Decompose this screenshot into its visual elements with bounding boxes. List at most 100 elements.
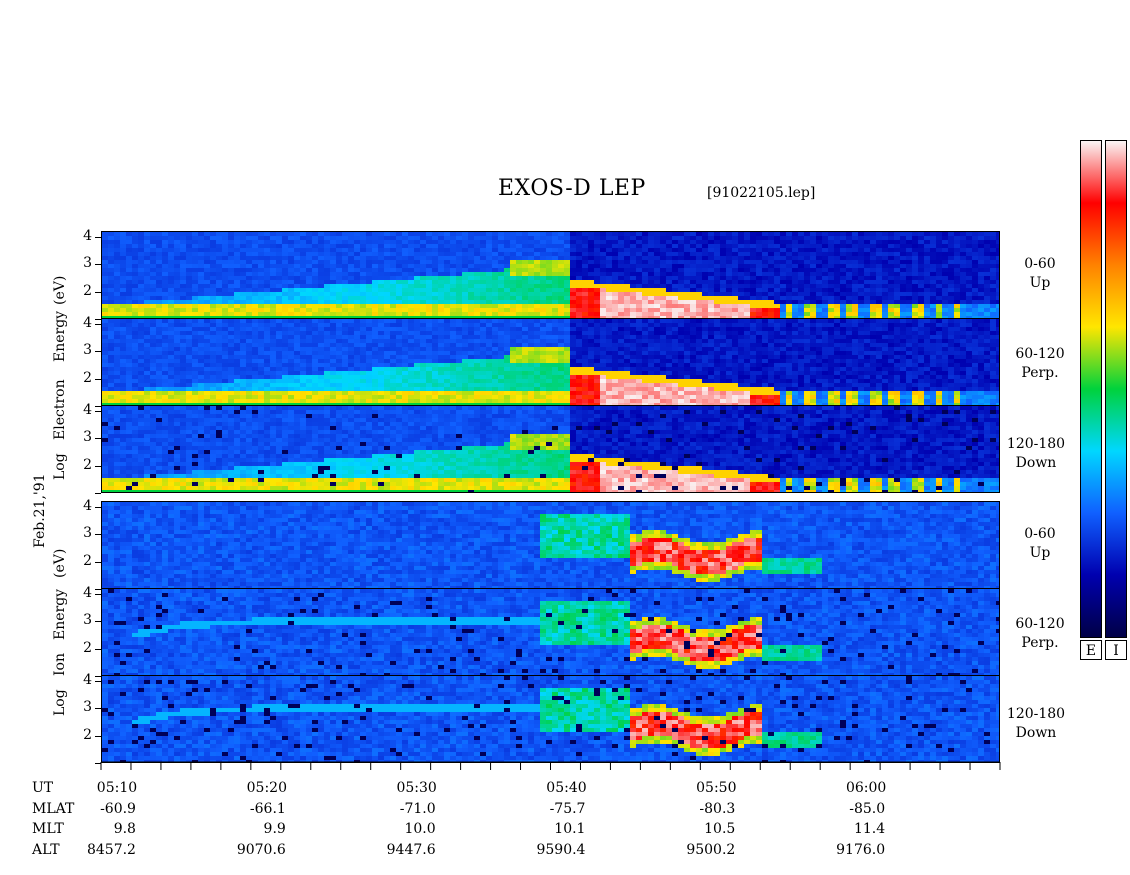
- spectrogram-cell: [378, 232, 384, 236]
- spectrogram-cell: [534, 387, 540, 391]
- spectrogram-cell: [408, 252, 414, 256]
- spectrogram-cell: [516, 363, 522, 367]
- spectrogram-cell: [192, 272, 198, 276]
- spectrogram-cell: [192, 371, 198, 375]
- spectrogram-cell: [606, 248, 612, 252]
- spectrogram-cell: [270, 240, 276, 244]
- spectrogram-cell: [366, 260, 372, 264]
- spectrogram-cell: [876, 256, 882, 260]
- spectrogram-cell: [408, 339, 414, 343]
- spectrogram-cell: [582, 312, 588, 316]
- spectrogram-cell: [186, 399, 192, 403]
- spectrogram-cell: [522, 363, 528, 367]
- spectrogram-cell: [480, 323, 486, 327]
- spectrogram-cell: [618, 316, 624, 318]
- spectrogram-cell: [270, 260, 276, 264]
- spectrogram-cell: [702, 232, 708, 236]
- spectrogram-cell: [306, 232, 312, 236]
- spectrogram-cell: [744, 244, 750, 248]
- spectrogram-cell: [294, 296, 300, 300]
- spectrogram-cell: [174, 292, 180, 296]
- spectrogram-cell: [984, 244, 990, 248]
- spectrogram-cell: [426, 335, 432, 339]
- spectrogram-cell: [228, 312, 234, 316]
- spectrogram-cell: [720, 280, 726, 284]
- spectrogram-cell: [630, 280, 636, 284]
- spectrogram-cell: [486, 367, 492, 371]
- spectrogram-cell: [276, 264, 282, 268]
- spectrogram-cell: [798, 256, 804, 260]
- spectrogram-cell: [426, 347, 432, 351]
- spectrogram-cell: [138, 347, 144, 351]
- spectrogram-cell: [252, 248, 258, 252]
- spectrogram-cell: [126, 403, 132, 405]
- spectrogram-cell: [108, 260, 114, 264]
- spectrogram-cell: [576, 268, 582, 272]
- spectrogram-cell: [444, 252, 450, 256]
- spectrogram-cell: [162, 260, 168, 264]
- spectrogram-cell: [222, 284, 228, 288]
- spectrogram-cell: [408, 391, 414, 395]
- spectrogram-cell: [222, 240, 228, 244]
- spectrogram-cell: [780, 240, 786, 244]
- spectrogram-cell: [654, 248, 660, 252]
- spectrogram-cell: [756, 304, 762, 308]
- spectrogram-cell: [384, 395, 390, 399]
- spectrogram-cell: [372, 379, 378, 383]
- spectrogram-cell: [582, 260, 588, 264]
- spectrogram-cell: [402, 343, 408, 347]
- spectrogram-cell: [306, 308, 312, 312]
- spectrogram-cell: [216, 395, 222, 399]
- spectrogram-cell: [438, 327, 444, 331]
- spectrogram-cell: [546, 347, 552, 351]
- spectrogram-cell: [216, 319, 222, 323]
- spectrogram-cell: [210, 244, 216, 248]
- spectrogram-cell: [132, 300, 138, 304]
- spectrogram-cell: [282, 339, 288, 343]
- spectrogram-cell: [126, 304, 132, 308]
- spectrogram-cell: [360, 343, 366, 347]
- spectrogram-cell: [426, 276, 432, 280]
- spectrogram-cell: [342, 260, 348, 264]
- spectrogram-cell: [216, 264, 222, 268]
- spectrogram-cell: [258, 264, 264, 268]
- spectrogram-cell: [834, 288, 840, 292]
- spectrogram-cell: [114, 367, 120, 371]
- spectrogram-cell: [384, 375, 390, 379]
- spectrogram-cell: [594, 296, 600, 300]
- spectrogram-cell: [354, 391, 360, 395]
- spectrogram-cell: [456, 335, 462, 339]
- spectrogram-cell: [570, 292, 576, 296]
- spectrogram-cell: [300, 391, 306, 395]
- spectrogram-cell: [624, 264, 630, 268]
- spectrogram-cell: [390, 272, 396, 276]
- spectrogram-cell: [714, 236, 720, 240]
- spectrogram-cell: [456, 240, 462, 244]
- spectrogram-cell: [666, 280, 672, 284]
- spectrogram-cell: [132, 399, 138, 403]
- spectrogram-cell: [180, 272, 186, 276]
- spectrogram-cell: [954, 248, 960, 252]
- spectrogram-cell: [144, 399, 150, 403]
- spectrogram-cell: [348, 399, 354, 403]
- spectrogram-cell: [558, 355, 564, 359]
- spectrogram-cell: [456, 331, 462, 335]
- spectrogram-cell: [540, 387, 546, 391]
- spectrogram-cell: [180, 399, 186, 403]
- spectrogram-cell: [708, 232, 714, 236]
- spectrogram-cell: [954, 276, 960, 280]
- spectrogram-cell: [354, 395, 360, 399]
- spectrogram-cell: [366, 288, 372, 292]
- spectrogram-cell: [816, 284, 822, 288]
- spectrogram-cell: [852, 276, 858, 280]
- spectrogram-cell: [240, 403, 246, 405]
- spectrogram-cell: [336, 244, 342, 248]
- spectrogram-cell: [786, 252, 792, 256]
- spectrogram-cell: [900, 256, 906, 260]
- spectrogram-cell: [426, 304, 432, 308]
- spectrogram-cell: [408, 300, 414, 304]
- spectrogram-cell: [264, 363, 270, 367]
- spectrogram-cell: [384, 367, 390, 371]
- spectrogram-cell: [738, 288, 744, 292]
- spectrogram-cell: [186, 319, 192, 323]
